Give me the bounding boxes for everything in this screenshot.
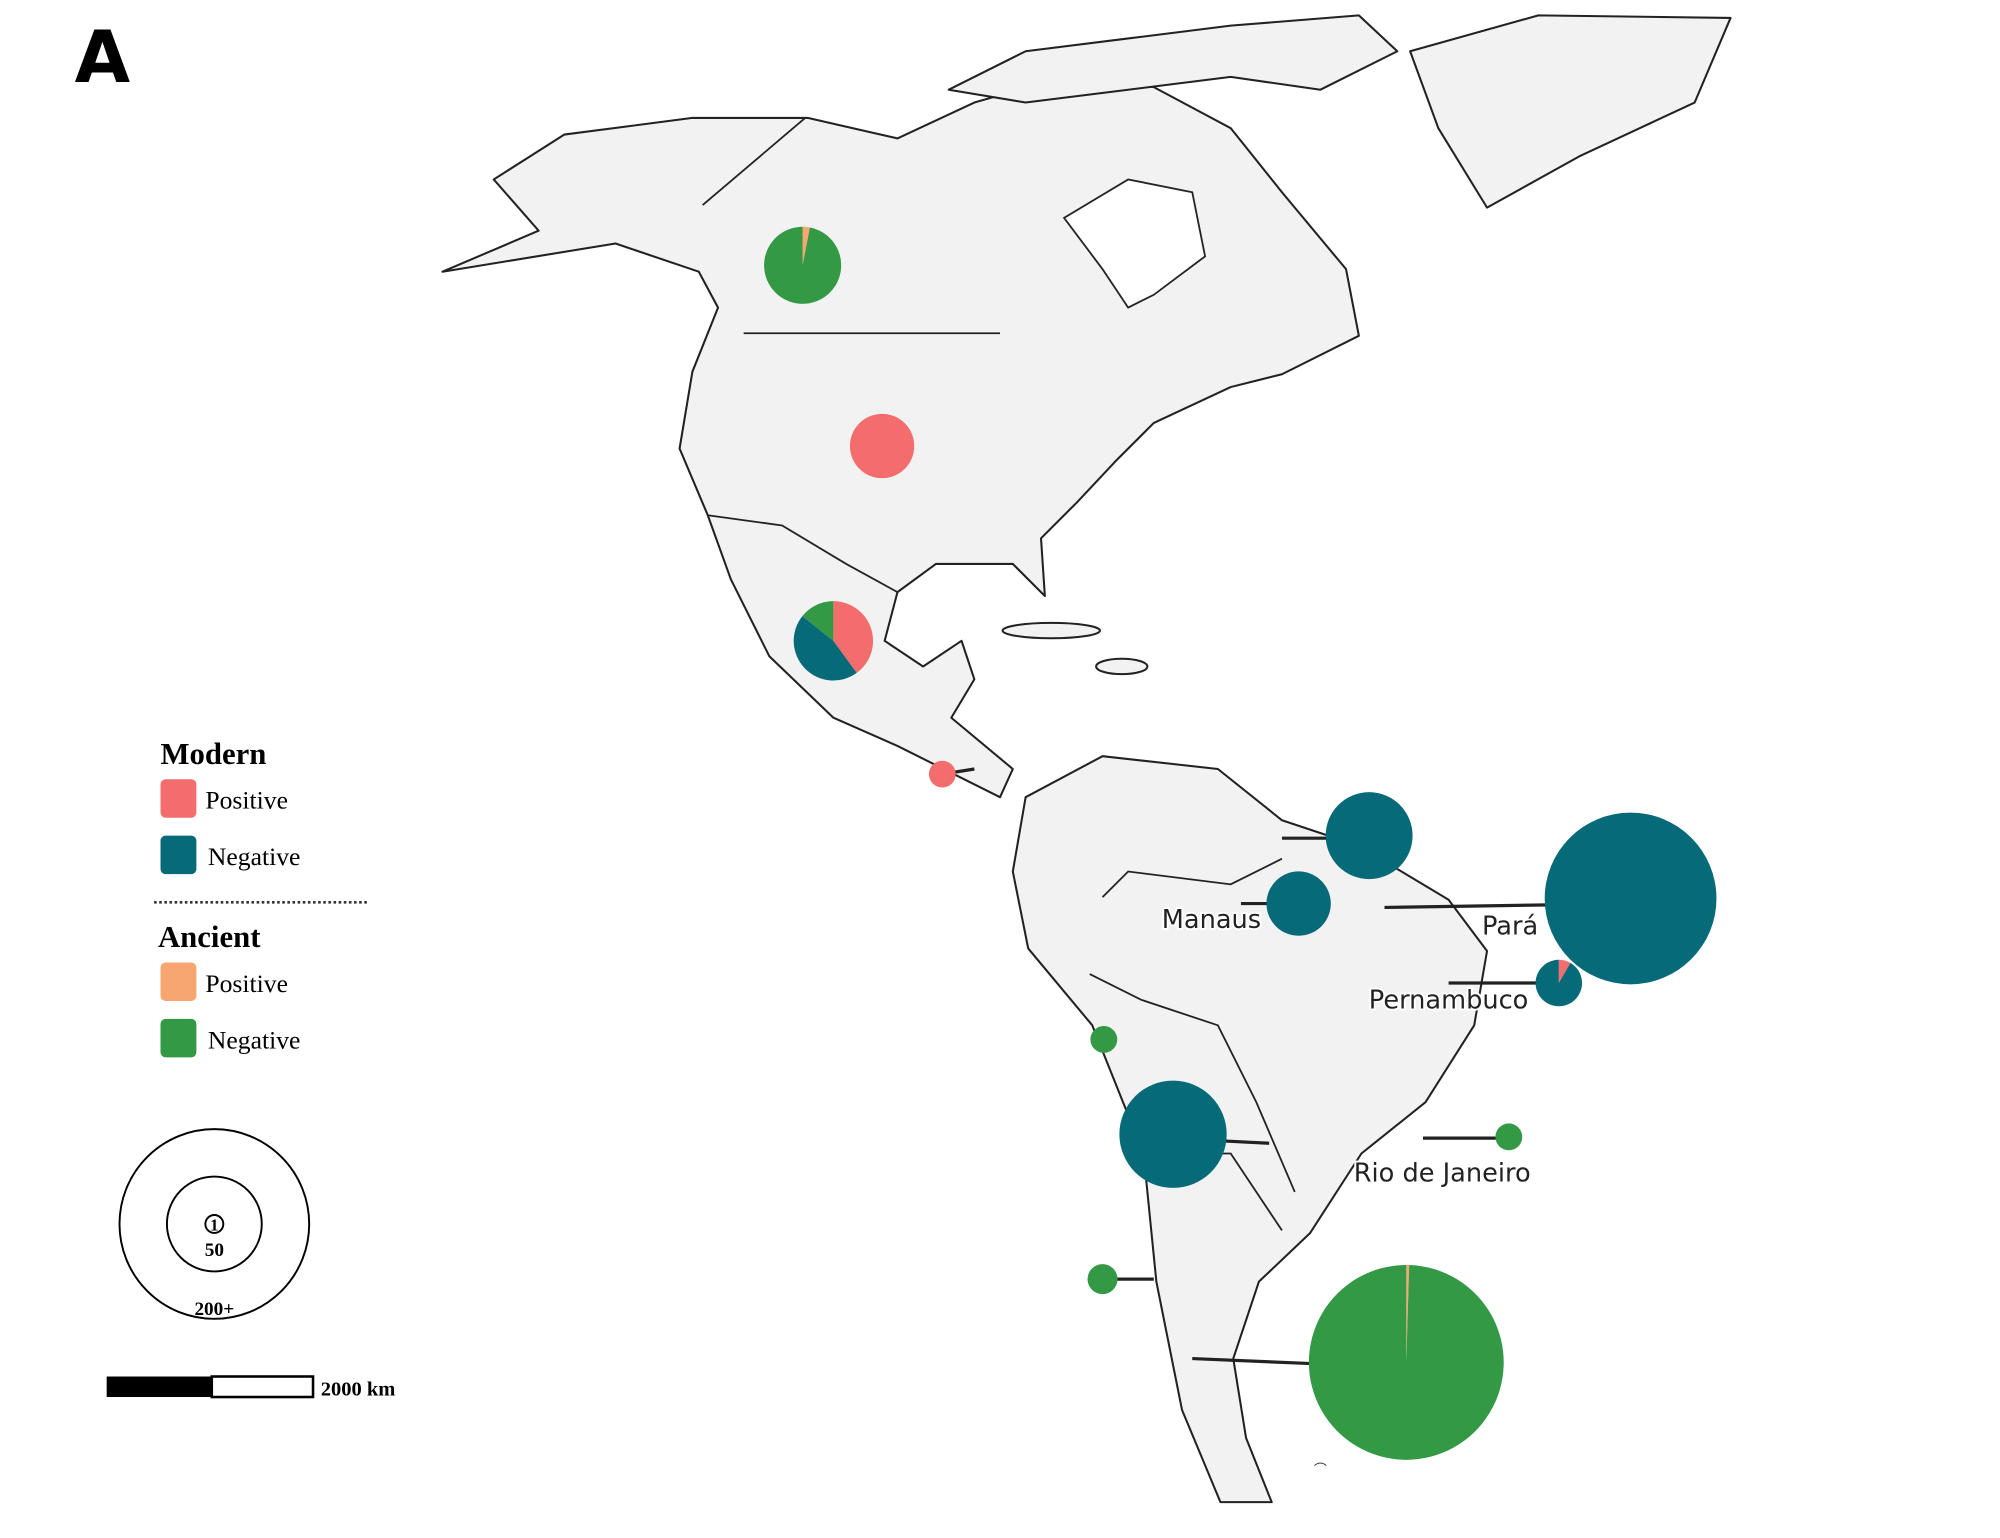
pie-slice [1544, 812, 1717, 985]
legend-label: Negative [208, 1025, 301, 1054]
legend-title: Ancient [158, 920, 261, 954]
pie-slice [764, 226, 842, 304]
pie-slice [1325, 792, 1413, 880]
hudson-bay [1062, 178, 1207, 309]
scale-bar: 2000 km [106, 1375, 396, 1401]
greenland [1409, 14, 1732, 209]
island-mark: ⌒ [1314, 1463, 1327, 1478]
us-canada-border [702, 117, 1000, 335]
size-legend-circle [165, 1175, 263, 1273]
pie-slice [1119, 1080, 1227, 1188]
pie-slice [1090, 1026, 1118, 1053]
leader-line [1217, 1139, 1270, 1145]
legend-label: Negative [208, 842, 301, 871]
pie-slice [1535, 959, 1583, 1007]
legend-label: Positive [205, 969, 288, 998]
size-legend-circle [204, 1214, 225, 1234]
pie-slice [802, 601, 834, 641]
size-legend-circle [118, 1128, 311, 1320]
site-label: Pará [1482, 911, 1538, 941]
site-label: Rio de Janeiro [1354, 1159, 1531, 1189]
pie-slice [1087, 1264, 1118, 1295]
pie-slice [802, 226, 810, 266]
pie-slice [1558, 959, 1571, 984]
size-legend-label: 50 [205, 1240, 224, 1261]
legend-swatch [160, 962, 197, 1001]
scale-bar-label: 2000 km [321, 1379, 396, 1401]
pie-slice [793, 616, 857, 681]
size-legend-label: 1 [210, 1215, 218, 1234]
scale-bar-black [106, 1376, 212, 1398]
site-label: Pernambuco [1369, 986, 1529, 1016]
pie-slice [1266, 871, 1331, 936]
legend-swatch [160, 1018, 197, 1058]
sites: Manaus Pará Pernambuco Rio de Janeiro [764, 226, 1717, 1460]
site-label: Manaus [1162, 905, 1261, 935]
legend-swatch [160, 835, 197, 875]
legend-swatch [160, 779, 197, 818]
pie-slice [928, 760, 956, 788]
pie-slice [849, 413, 915, 479]
leader-line [1384, 903, 1552, 910]
cuba [1001, 621, 1101, 640]
scale-bar-white [210, 1375, 315, 1399]
pie-slice [1495, 1123, 1523, 1151]
legend: Modern Positive Negative Ancient Positiv… [118, 737, 370, 1320]
legend-label: Positive [205, 786, 288, 815]
pie-slice [833, 601, 874, 673]
leader-line [1192, 1356, 1315, 1366]
arctic-islands [947, 14, 1399, 104]
basemap: ⌒ [441, 14, 1732, 1504]
size-legend-label: 200+ [194, 1299, 234, 1320]
legend-title: Modern [161, 737, 267, 771]
hispaniola [1095, 657, 1149, 676]
pie-slice [1406, 1264, 1410, 1363]
us-mexico-border [707, 514, 898, 593]
panel-label: A [75, 15, 131, 99]
pie-slice [1308, 1264, 1504, 1460]
